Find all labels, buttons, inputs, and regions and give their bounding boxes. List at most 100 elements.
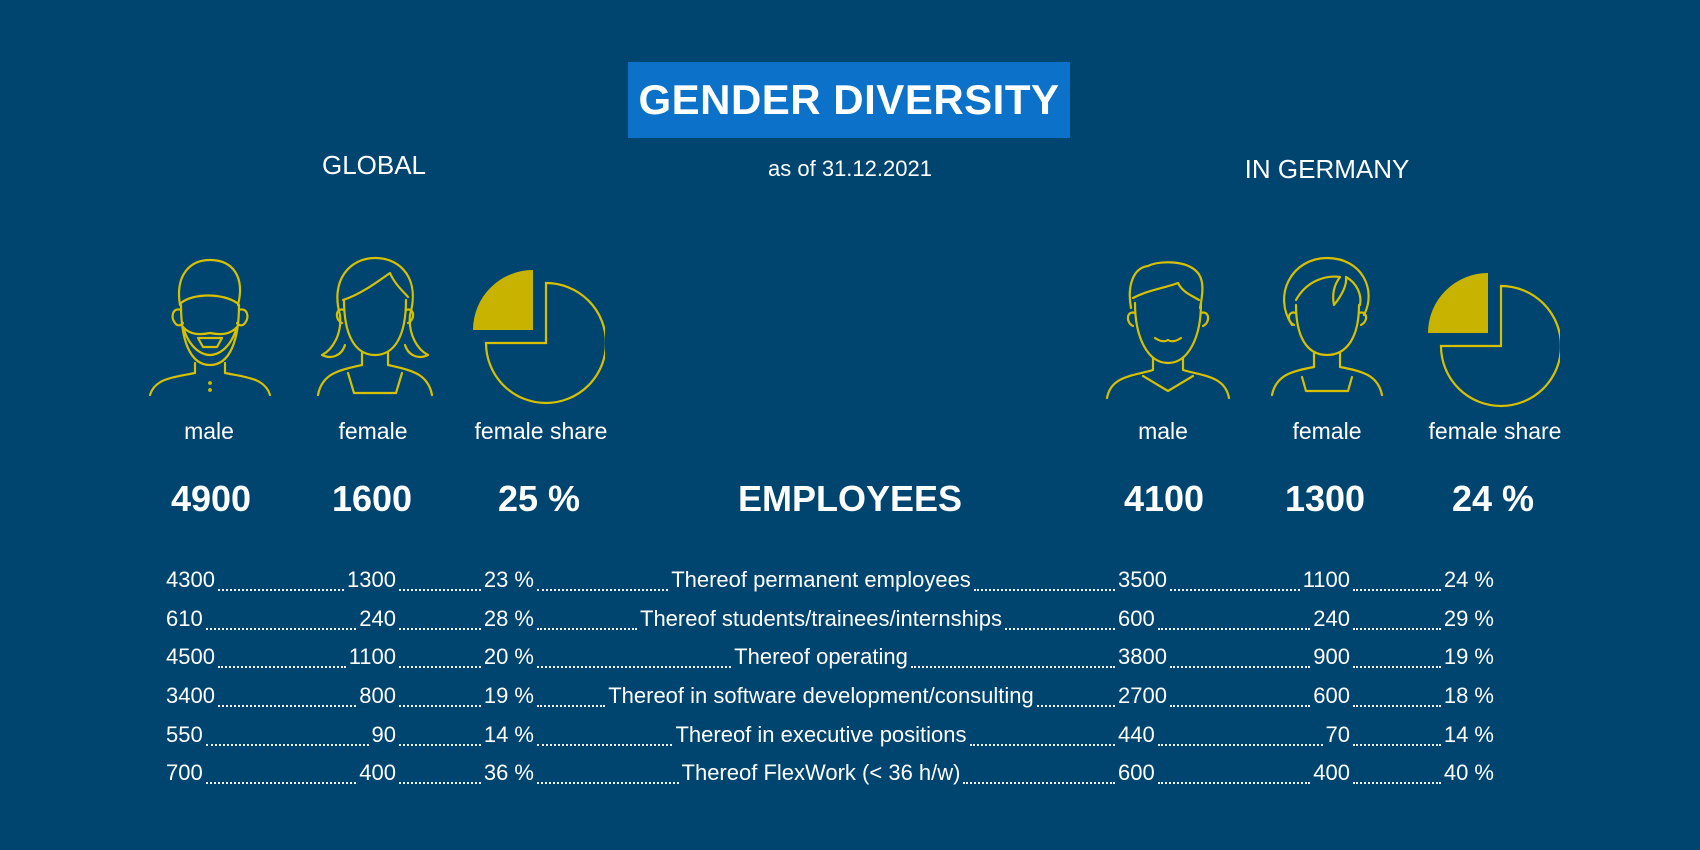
global-female-label: female bbox=[338, 418, 408, 444]
table-row: 4300 1300 23 % Thereof permanent employees 3… bbox=[166, 567, 1536, 597]
germany-male-label: male bbox=[1138, 418, 1188, 444]
dot-leader bbox=[1157, 766, 1311, 784]
dot-leader bbox=[399, 689, 481, 707]
germany-female-value: 600 bbox=[1313, 683, 1350, 708]
dot-leader bbox=[399, 650, 481, 668]
dot-leader bbox=[217, 573, 345, 591]
global-female-value: 1100 bbox=[348, 644, 396, 669]
dot-leader bbox=[1169, 573, 1300, 591]
global-female-value: 400 bbox=[359, 760, 396, 785]
dot-leader bbox=[537, 573, 669, 591]
row-label: Thereof operating bbox=[734, 644, 908, 669]
global-share-value: 14 % bbox=[483, 722, 534, 747]
global-male-value: 550 bbox=[166, 722, 203, 747]
row-label: Thereof students/trainees/internships bbox=[640, 606, 1002, 631]
dot-leader bbox=[205, 612, 357, 630]
dot-leader bbox=[1036, 689, 1115, 707]
global-male-value: 3400 bbox=[166, 683, 215, 708]
germany-female-value: 1100 bbox=[1302, 567, 1350, 592]
global-male-value: 610 bbox=[166, 606, 203, 631]
dot-leader bbox=[537, 766, 679, 784]
germany-female-value: 70 bbox=[1325, 722, 1350, 747]
table-row: 3400 800 19 % Thereof in software developme… bbox=[166, 683, 1536, 713]
title-banner: GENDER DIVERSITY bbox=[628, 62, 1070, 138]
dot-leader bbox=[205, 728, 369, 746]
employees-heading: EMPLOYEES bbox=[737, 478, 963, 519]
global-male-value: 4300 bbox=[166, 567, 215, 592]
dot-leader bbox=[399, 573, 481, 591]
dot-leader bbox=[969, 728, 1115, 746]
global-share-value: 23 % bbox=[483, 567, 534, 592]
dot-leader bbox=[1004, 612, 1115, 630]
germany-share-value: 24 % bbox=[1443, 567, 1494, 592]
row-label: Thereof permanent employees bbox=[671, 567, 971, 592]
dot-leader bbox=[1353, 689, 1441, 707]
global-share-total: 25 % bbox=[497, 478, 581, 519]
dot-leader bbox=[1353, 650, 1441, 668]
germany-male-value: 3800 bbox=[1118, 644, 1167, 669]
global-female-value: 240 bbox=[359, 606, 396, 631]
male-icon bbox=[1103, 258, 1233, 403]
germany-share-value: 19 % bbox=[1443, 644, 1494, 669]
dot-leader bbox=[973, 573, 1115, 591]
dot-leader bbox=[1353, 612, 1441, 630]
germany-share-total: 24 % bbox=[1451, 478, 1535, 519]
dot-leader bbox=[910, 650, 1115, 668]
male-icon bbox=[145, 255, 275, 400]
germany-male-value: 3500 bbox=[1118, 567, 1167, 592]
pie-chart-icon bbox=[470, 265, 605, 405]
dot-leader bbox=[399, 766, 481, 784]
global-male-label: male bbox=[184, 418, 234, 444]
row-label: Thereof FlexWork (< 36 h/w) bbox=[681, 760, 961, 785]
global-share-value: 28 % bbox=[483, 606, 534, 631]
global-female-value: 1300 bbox=[347, 567, 396, 592]
germany-share-value: 18 % bbox=[1443, 683, 1494, 708]
dot-leader bbox=[963, 766, 1115, 784]
germany-female-value: 400 bbox=[1313, 760, 1350, 785]
row-label: Thereof in software development/consulti… bbox=[608, 683, 1034, 708]
germany-male-value: 600 bbox=[1118, 760, 1155, 785]
germany-male-value: 2700 bbox=[1118, 683, 1167, 708]
dot-leader bbox=[537, 650, 732, 668]
global-male-value: 700 bbox=[166, 760, 203, 785]
germany-female-label: female bbox=[1292, 418, 1362, 444]
pie-chart-icon bbox=[1425, 268, 1560, 408]
table-row: 610 240 28 % Thereof students/trainees/inte… bbox=[166, 606, 1536, 636]
global-female-value: 90 bbox=[371, 722, 396, 747]
row-label: Thereof in executive positions bbox=[675, 722, 967, 747]
dot-leader bbox=[399, 728, 481, 746]
dot-leader bbox=[1157, 728, 1323, 746]
dot-leader bbox=[1157, 612, 1311, 630]
female-icon bbox=[1262, 255, 1392, 400]
dot-leader bbox=[399, 612, 481, 630]
global-share-label: female share bbox=[474, 418, 608, 444]
germany-share-value: 14 % bbox=[1443, 722, 1494, 747]
global-male-value: 4500 bbox=[166, 644, 215, 669]
dot-leader bbox=[537, 689, 606, 707]
germany-share-value: 40 % bbox=[1443, 760, 1494, 785]
female-icon bbox=[310, 255, 440, 400]
dot-leader bbox=[1353, 766, 1441, 784]
germany-male-value: 440 bbox=[1118, 722, 1155, 747]
global-share-value: 19 % bbox=[483, 683, 534, 708]
germany-male-total: 4100 bbox=[1123, 478, 1205, 519]
dot-leader bbox=[537, 728, 673, 746]
dot-leader bbox=[217, 689, 357, 707]
dot-leader bbox=[537, 612, 637, 630]
global-share-value: 36 % bbox=[483, 760, 534, 785]
dot-leader bbox=[217, 650, 346, 668]
global-female-value: 800 bbox=[359, 683, 396, 708]
germany-female-total: 1300 bbox=[1284, 478, 1366, 519]
dot-leader bbox=[1353, 728, 1441, 746]
date-label: as of 31.12.2021 bbox=[768, 156, 932, 181]
germany-share-value: 29 % bbox=[1443, 606, 1494, 631]
global-male-total: 4900 bbox=[170, 478, 252, 519]
dot-leader bbox=[1353, 573, 1441, 591]
germany-female-value: 240 bbox=[1313, 606, 1350, 631]
germany-share-label: female share bbox=[1428, 418, 1562, 444]
dot-leader bbox=[205, 766, 357, 784]
germany-heading: IN GERMANY bbox=[1244, 154, 1410, 184]
germany-female-value: 900 bbox=[1313, 644, 1350, 669]
germany-male-value: 600 bbox=[1118, 606, 1155, 631]
